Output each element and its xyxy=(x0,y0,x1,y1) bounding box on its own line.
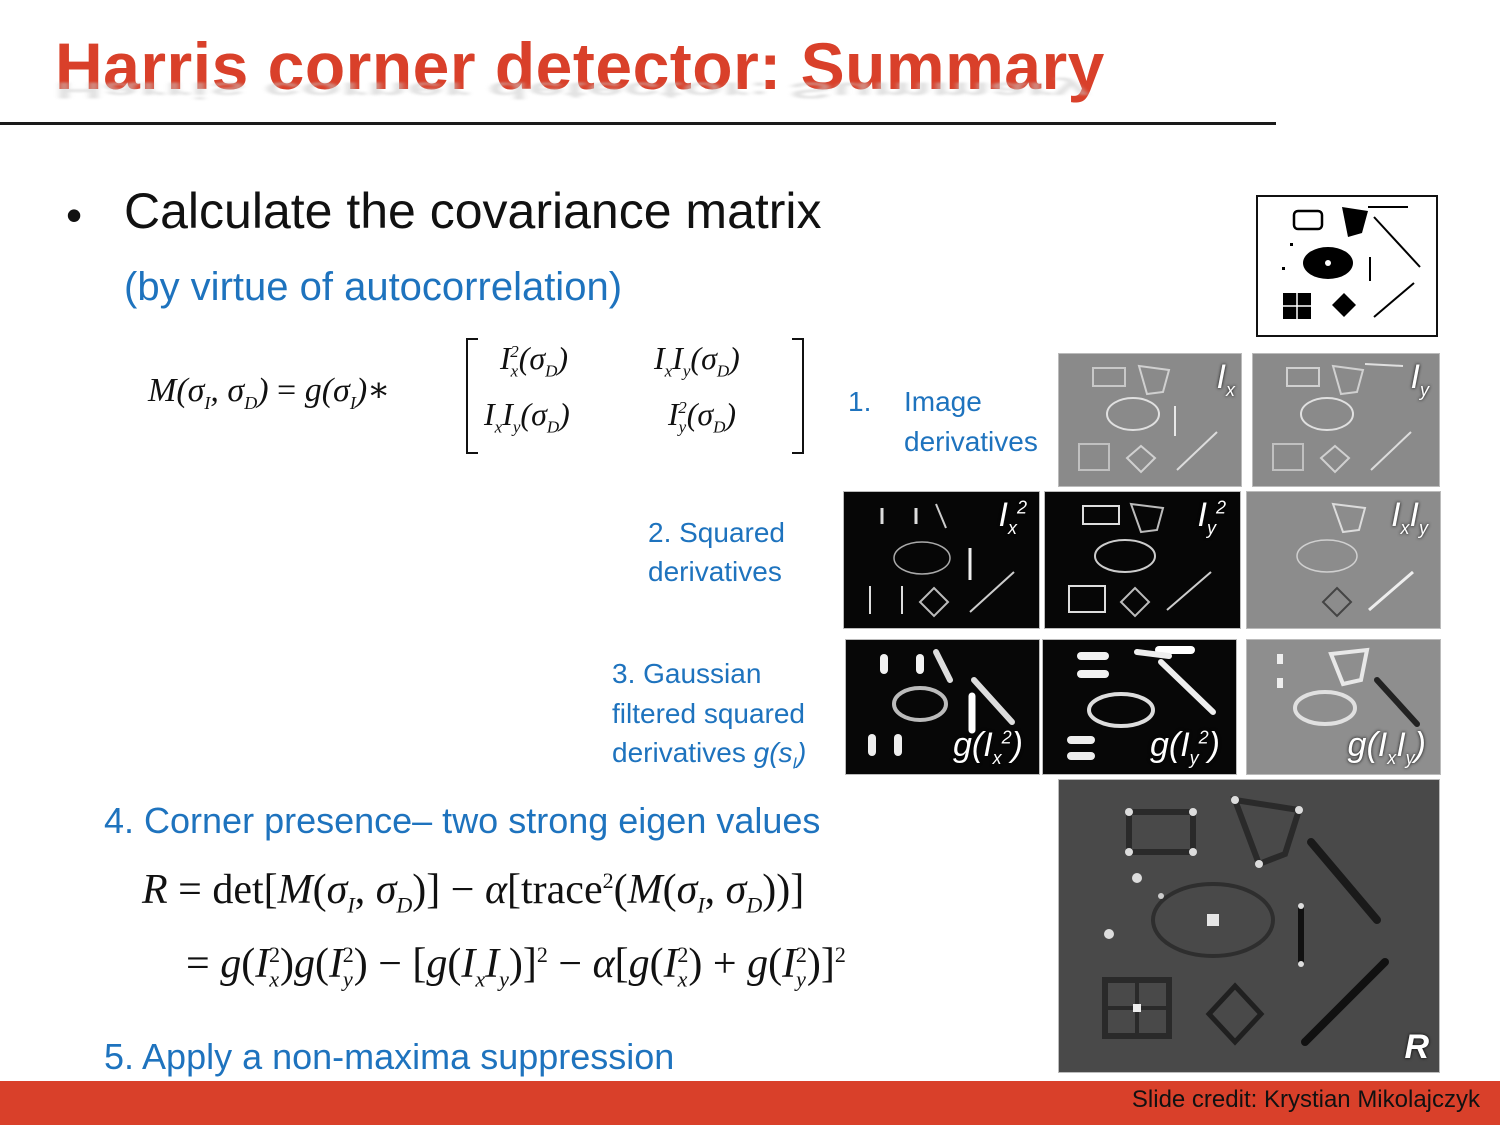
step5-text: 5. Apply a non-maxima suppression xyxy=(104,1036,675,1077)
panel-ix-image xyxy=(1078,364,1218,474)
panel-g-ix2-image xyxy=(868,649,1015,756)
title-reflection: Harris corner detector: Summary xyxy=(55,77,1090,104)
panel-g-iy2: g(Iy2) xyxy=(1042,639,1237,775)
panel-g-ix2: g(Ix2) xyxy=(845,639,1040,775)
step3-label-line2: filtered squared xyxy=(612,698,806,729)
panel-r-image xyxy=(1102,796,1389,1046)
response-formula-line1: R = det[M(σI, σD)] − α[trace2(M(σI, σD))… xyxy=(142,867,805,918)
panel-g-ixiy: g(IxIy) xyxy=(1246,639,1441,775)
step3-label-line1: 3. Gaussian xyxy=(612,658,762,689)
step1-label-line1: Image xyxy=(904,386,982,417)
step4-text: 4. Corner presence– two strong eigen val… xyxy=(104,800,821,841)
panel-ix2-image xyxy=(869,503,1015,618)
slide-title: Harris corner detector: Summary xyxy=(55,29,1105,103)
bullet-text: Calculate the covariance matrix xyxy=(124,183,822,239)
source-image-thumbnail xyxy=(1256,195,1438,337)
bullet-subtext: (by virtue of autocorrelation) xyxy=(124,265,623,309)
step1-number: 1. xyxy=(848,386,872,417)
title-rule xyxy=(0,122,1276,125)
footer-bar xyxy=(0,1081,1500,1125)
panel-r: R xyxy=(1058,779,1440,1073)
bullet-marker: • xyxy=(66,189,83,241)
response-formula-line2: = g(Ix2)g(Iy2) − [g(IxIy)]2 − α[g(Ix2) +… xyxy=(186,941,846,992)
panel-iy-image xyxy=(1272,363,1412,474)
panel-ixiy: IxIy xyxy=(1246,491,1441,629)
step3-label-line3: derivatives g(sI) xyxy=(612,737,807,773)
step2-label-line2: derivatives xyxy=(648,556,782,587)
panel-ix: Ix xyxy=(1058,353,1242,487)
panel-g-iy2-image xyxy=(1067,646,1216,760)
panel-ixiy-image xyxy=(1296,502,1414,618)
step1-label-line2: derivatives xyxy=(904,426,1038,457)
panel-iy: Iy xyxy=(1252,353,1440,487)
panel-iy2: Iy2 xyxy=(1044,491,1241,629)
covariance-formula: M(σI, σD) = g(σI)∗ Ix2(σD) IxIy(σD) IxIy… xyxy=(148,336,818,456)
step2-label-line1: 2. Squared xyxy=(648,517,785,548)
panel-g-ixiy-image xyxy=(1277,647,1420,727)
slide-credit: Slide credit: Krystian Mikolajczyk xyxy=(1131,1086,1480,1113)
panel-iy2-image xyxy=(1068,502,1212,618)
source-image-drawing xyxy=(1282,206,1421,319)
panel-ix2: Ix2 xyxy=(843,491,1040,629)
